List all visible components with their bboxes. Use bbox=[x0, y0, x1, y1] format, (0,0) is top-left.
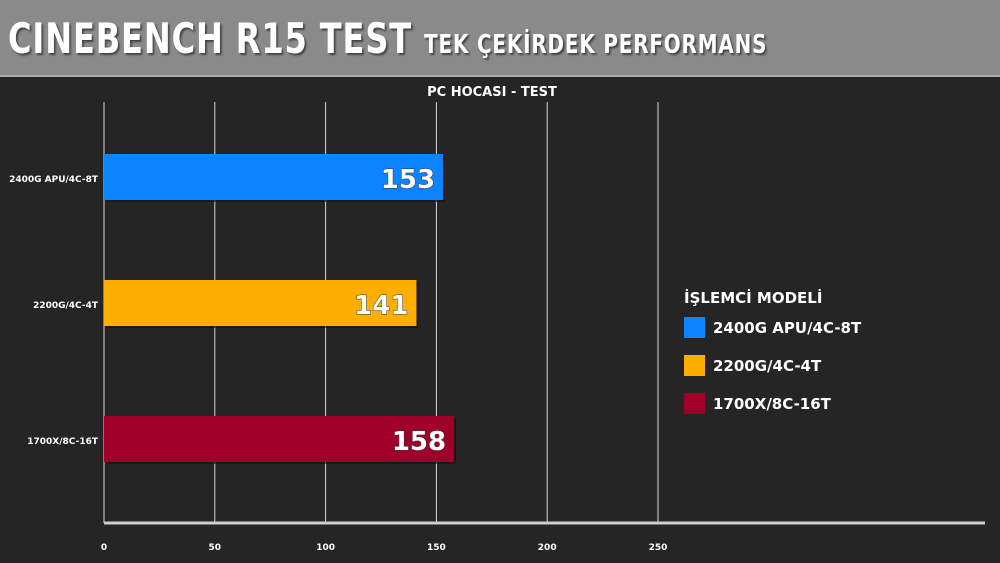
x-tick-label: 50 bbox=[209, 543, 222, 553]
legend-swatch bbox=[684, 317, 705, 338]
x-tick-label: 150 bbox=[427, 543, 446, 553]
bar bbox=[104, 416, 455, 462]
legend-label: 2400G APU/4C-8T bbox=[713, 319, 862, 337]
legend-swatch bbox=[684, 355, 705, 376]
legend-swatch bbox=[684, 393, 705, 414]
subtitle: TEK ÇEKİRDEK PERFORMANS bbox=[424, 30, 768, 60]
page-title: CINEBENCH R15 TEST TEK ÇEKİRDEK PERFORMA… bbox=[8, 14, 767, 63]
x-tick-label: 200 bbox=[538, 543, 557, 553]
y-tick-label: 2400G APU/4C-8T bbox=[9, 175, 99, 185]
bar bbox=[104, 280, 417, 326]
chart-title: PC HOCASI - TEST bbox=[427, 85, 557, 100]
bar-value-label: 158 bbox=[392, 427, 446, 457]
x-tick-label: 250 bbox=[649, 543, 668, 553]
x-tick-label: 100 bbox=[316, 543, 335, 553]
x-tick-label: 0 bbox=[101, 543, 107, 553]
legend-label: 1700X/8C-16T bbox=[713, 395, 832, 413]
bar bbox=[104, 154, 444, 200]
y-tick-label: 1700X/8C-16T bbox=[27, 437, 99, 447]
main-title: CINEBENCH R15 TEST bbox=[8, 14, 413, 63]
legend-label: 2200G/4C-4T bbox=[713, 357, 822, 375]
legend-title: İŞLEMCİ MODELİ bbox=[684, 288, 822, 307]
bar-value-label: 141 bbox=[354, 291, 408, 321]
bar-value-label: 153 bbox=[381, 165, 435, 195]
header-banner: CINEBENCH R15 TEST TEK ÇEKİRDEK PERFORMA… bbox=[0, 0, 1000, 77]
y-tick-label: 2200G/4C-4T bbox=[33, 301, 99, 311]
